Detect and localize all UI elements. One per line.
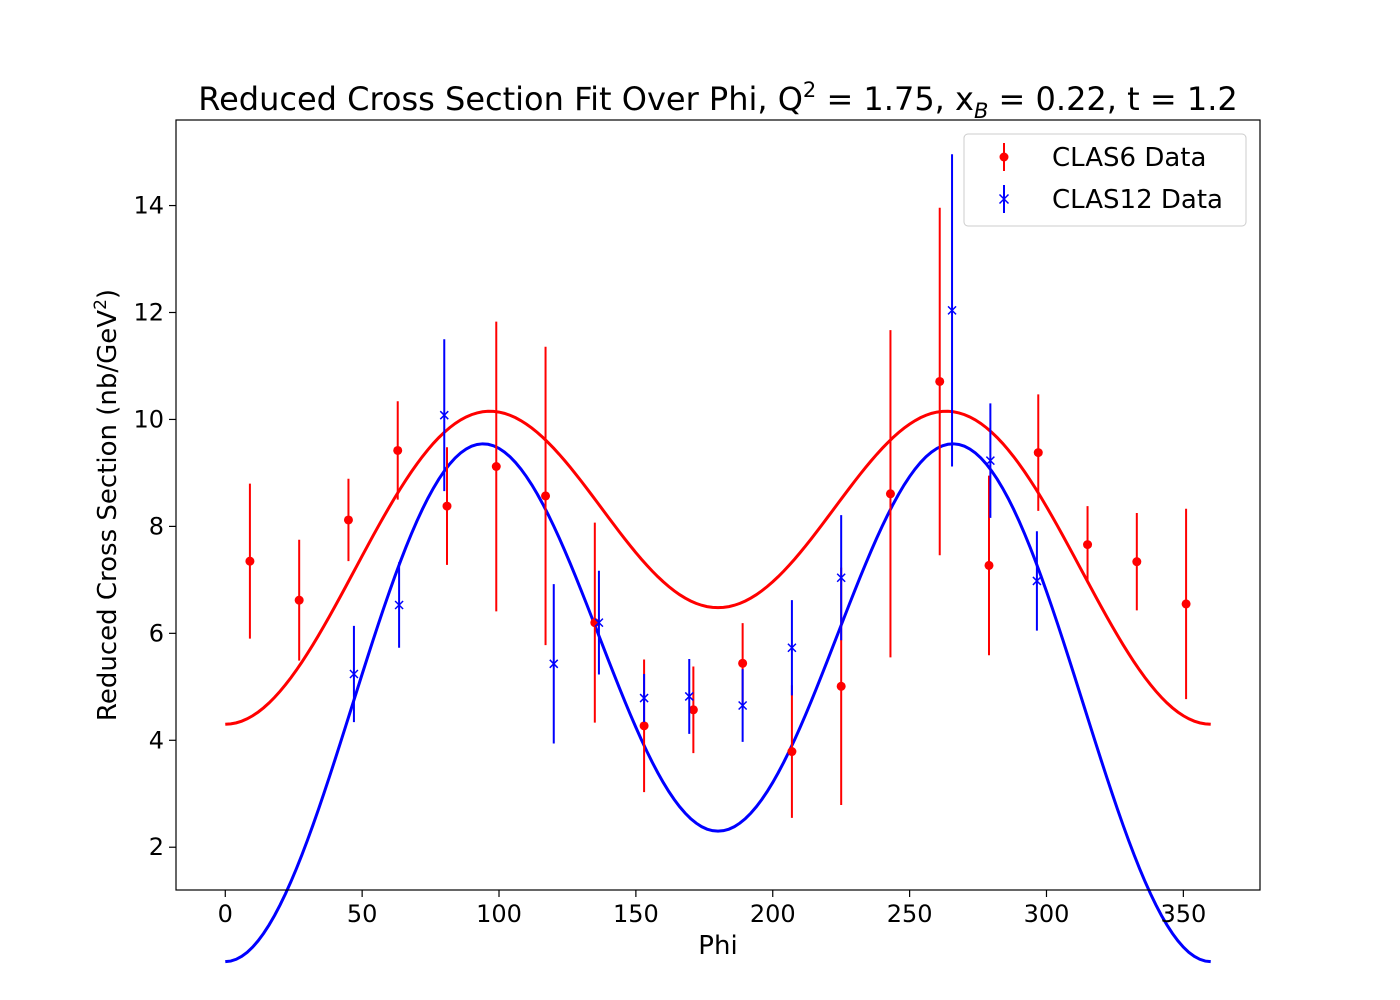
legend-box xyxy=(963,133,1247,227)
data-point-series-1 xyxy=(885,489,895,499)
x-tick-label: 50 xyxy=(347,900,378,928)
data-point-series-1 xyxy=(1132,557,1142,567)
data-point-series-2 xyxy=(787,643,797,653)
plot-area xyxy=(225,154,1211,964)
data-point-series-2 xyxy=(394,600,404,610)
title-q-superscript: 2 xyxy=(803,78,816,102)
title-rest: = 0.22, t = 1.2 xyxy=(988,80,1237,118)
data-point-series-2 xyxy=(594,618,604,628)
data-point-series-1 xyxy=(639,721,649,731)
data-point-series-1 xyxy=(688,705,698,715)
data-point-series-2 xyxy=(985,456,995,466)
data-point-series-2 xyxy=(836,573,846,583)
legend-clas12-marker xyxy=(998,193,1010,205)
data-point-series-2 xyxy=(684,691,694,701)
y-axis-label-superscript: 2 xyxy=(91,299,111,310)
data-point-series-1 xyxy=(245,556,255,566)
data-point-series-1 xyxy=(1181,599,1191,609)
data-point-series-1 xyxy=(836,681,846,691)
y-tick-label: 6 xyxy=(149,619,164,647)
y-axis-label-main: Reduced Cross Section (nb/GeV xyxy=(93,310,123,721)
x-tick-label: 0 xyxy=(218,900,233,928)
y-axis-label-close: ) xyxy=(93,289,123,299)
y-tick-label: 4 xyxy=(149,726,164,754)
data-point-series-1 xyxy=(294,595,304,605)
data-point-series-1 xyxy=(1083,540,1093,550)
data-point-series-1 xyxy=(1033,448,1043,458)
x-tick-label: 150 xyxy=(613,900,659,928)
data-point-series-1 xyxy=(935,376,945,386)
axes-frame xyxy=(175,119,1261,891)
x-tick-label: 300 xyxy=(1024,900,1070,928)
data-point-series-1 xyxy=(343,515,353,525)
data-point-series-1 xyxy=(541,491,551,501)
legend-clas6-marker xyxy=(999,152,1009,162)
fit-curve-series-2 xyxy=(225,442,1211,964)
data-points xyxy=(245,154,1191,818)
legend-clas6-label: CLAS6 Data xyxy=(1052,143,1206,173)
y-tick-label: 8 xyxy=(149,512,164,540)
data-point-series-1 xyxy=(984,560,994,570)
x-tick-label: 100 xyxy=(476,900,522,928)
legend-entry-clas6: CLAS6 Data xyxy=(999,143,1206,173)
data-point-series-2 xyxy=(947,305,957,315)
x-axis-label: Phi xyxy=(698,931,737,961)
x-tick-label: 200 xyxy=(750,900,796,928)
y-tick-label: 12 xyxy=(133,299,164,327)
y-tick-label: 14 xyxy=(133,192,164,220)
title-prefix: Reduced Cross Section Fit Over Phi, Q xyxy=(198,80,803,118)
data-point-series-1 xyxy=(442,501,452,511)
chart-title: Reduced Cross Section Fit Over Phi, Q2 =… xyxy=(198,78,1237,123)
data-point-series-2 xyxy=(349,669,359,679)
y-tick-label: 2 xyxy=(149,833,164,861)
data-point-series-2 xyxy=(1032,576,1042,586)
data-point-series-1 xyxy=(393,445,403,455)
data-point-series-1 xyxy=(738,658,748,668)
legend-clas12-label: CLAS12 Data xyxy=(1052,185,1223,215)
data-point-series-2 xyxy=(439,410,449,420)
y-axis-ticks: 2 4 6 8 10 12 14 xyxy=(133,192,176,861)
data-point-series-1 xyxy=(787,747,797,757)
x-tick-label: 350 xyxy=(1160,900,1206,928)
x-tick-label: 250 xyxy=(887,900,933,928)
data-point-series-2 xyxy=(639,693,649,703)
data-point-series-1 xyxy=(491,462,501,471)
title-x-subscript: B xyxy=(974,99,988,123)
legend-entry-clas12: CLAS12 Data xyxy=(998,185,1223,215)
data-point-series-2 xyxy=(738,700,748,711)
y-axis-label: Reduced Cross Section (nb/GeV2) xyxy=(91,289,123,721)
title-q-value: = 1.75, x xyxy=(816,80,974,118)
legend: CLAS6 Data CLAS12 Data xyxy=(963,133,1247,227)
y-tick-label: 10 xyxy=(133,405,164,433)
x-axis-ticks: 0 50 100 150 200 250 300 350 xyxy=(218,890,1206,928)
data-point-series-2 xyxy=(549,659,559,669)
fit-curve-series-1 xyxy=(225,409,1211,726)
fit-curves xyxy=(225,409,1211,964)
